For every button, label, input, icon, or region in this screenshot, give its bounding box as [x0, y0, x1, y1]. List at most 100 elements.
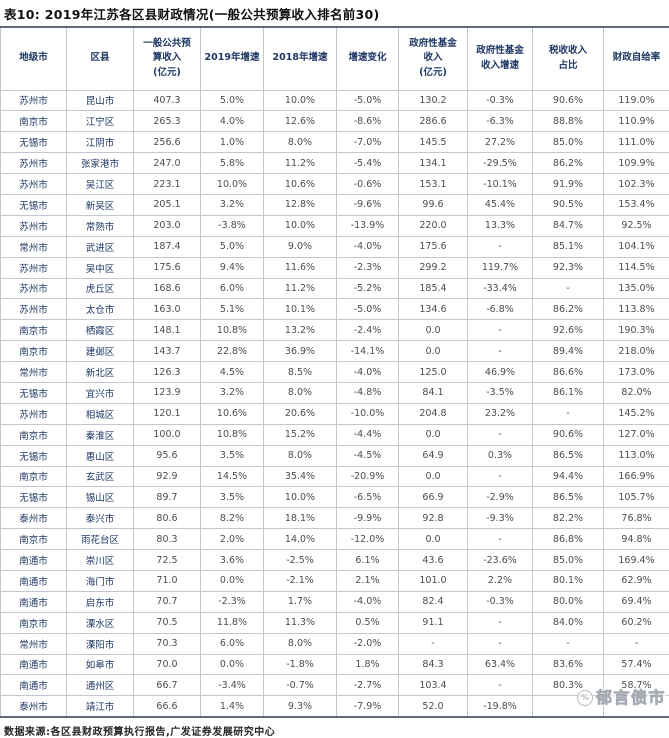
table-cell: 苏州市 — [1, 174, 67, 195]
table-cell: 3.6% — [201, 550, 264, 571]
table-cell: 72.5 — [134, 550, 201, 571]
table-cell: 5.0% — [201, 236, 264, 257]
table-cell: 185.4 — [399, 278, 468, 299]
table-cell: - — [399, 633, 468, 654]
table-cell: 126.3 — [134, 362, 201, 383]
table-cell: 66.6 — [134, 696, 201, 717]
table-header-cell: 2018年增速 — [264, 27, 337, 90]
table-cell: -4.5% — [337, 445, 399, 466]
table-cell: 123.9 — [134, 382, 201, 403]
table-cell: 1.4% — [201, 696, 264, 717]
table-cell: 无锡市 — [1, 382, 67, 403]
table-cell: -13.9% — [337, 215, 399, 236]
table-cell: -5.4% — [337, 153, 399, 174]
table-cell: 南通市 — [1, 570, 67, 591]
table-cell: 153.1 — [399, 174, 468, 195]
table-cell: -2.3% — [337, 257, 399, 278]
table-header-cell: 增速变化 — [337, 27, 399, 90]
table-cell: 45.4% — [468, 194, 533, 215]
table-cell: 张家港市 — [67, 153, 134, 174]
table-cell: -0.3% — [468, 591, 533, 612]
table-cell: 南通市 — [1, 591, 67, 612]
table-cell: -3.4% — [201, 675, 264, 696]
table-cell: 135.0% — [604, 278, 669, 299]
table-cell: 新吴区 — [67, 194, 134, 215]
table-cell: 134.6 — [399, 299, 468, 320]
table-cell: 秦淮区 — [67, 424, 134, 445]
table-header-cell: 一般公共预 算收入 (亿元) — [134, 27, 201, 90]
table-cell: -4.0% — [337, 362, 399, 383]
table-cell: -19.8% — [468, 696, 533, 717]
table-header-cell: 财政自给率 — [604, 27, 669, 90]
table-cell: - — [533, 403, 604, 424]
table-cell: -3.5% — [468, 382, 533, 403]
table-cell: 94.4% — [533, 466, 604, 487]
table-header-cell: 区县 — [67, 27, 134, 90]
table-cell: - — [468, 424, 533, 445]
table-cell: 168.6 — [134, 278, 201, 299]
table-cell: 70.7 — [134, 591, 201, 612]
table-cell: 10.1% — [264, 299, 337, 320]
table-cell: 299.2 — [399, 257, 468, 278]
table-cell: 无锡市 — [1, 194, 67, 215]
table-cell: 111.0% — [604, 132, 669, 153]
table-cell: 8.0% — [264, 382, 337, 403]
table-cell: 145.2% — [604, 403, 669, 424]
table-cell: -23.6% — [468, 550, 533, 571]
table-cell: 锡山区 — [67, 487, 134, 508]
table-cell: 57.4% — [604, 654, 669, 675]
table-cell: -6.8% — [468, 299, 533, 320]
table-cell: 5.1% — [201, 299, 264, 320]
table-cell: 95.6 — [134, 445, 201, 466]
table-cell: 143.7 — [134, 341, 201, 362]
table-cell: 10.6% — [264, 174, 337, 195]
table-cell: 100.0 — [134, 424, 201, 445]
table-cell: 102.3% — [604, 174, 669, 195]
table-cell: -0.7% — [264, 675, 337, 696]
table-cell: -33.4% — [468, 278, 533, 299]
table-cell: 187.4 — [134, 236, 201, 257]
table-cell: 武进区 — [67, 236, 134, 257]
table-cell: 119.0% — [604, 90, 669, 111]
table-cell: 6.1% — [337, 550, 399, 571]
table-cell: 南通市 — [1, 550, 67, 571]
table-cell: 新北区 — [67, 362, 134, 383]
table-cell: 4.5% — [201, 362, 264, 383]
table-cell: -8.6% — [337, 111, 399, 132]
table-cell: -12.0% — [337, 529, 399, 550]
table-cell: 91.1 — [399, 612, 468, 633]
table-cell: - — [533, 633, 604, 654]
table-cell: 3.5% — [201, 487, 264, 508]
table-cell: 0.0 — [399, 529, 468, 550]
table-cell: 130.2 — [399, 90, 468, 111]
table-cell: 92.9 — [134, 466, 201, 487]
table-cell: -6.3% — [468, 111, 533, 132]
table-cell: - — [468, 341, 533, 362]
table-cell: 20.6% — [264, 403, 337, 424]
table-cell — [533, 696, 604, 717]
table-cell: -2.9% — [468, 487, 533, 508]
table-cell: -2.3% — [201, 591, 264, 612]
table-cell: 66.9 — [399, 487, 468, 508]
table-cell: 宜兴市 — [67, 382, 134, 403]
table-cell: 86.2% — [533, 299, 604, 320]
table-cell: 84.0% — [533, 612, 604, 633]
table-cell: -4.4% — [337, 424, 399, 445]
table-cell: 127.0% — [604, 424, 669, 445]
table-cell: 91.9% — [533, 174, 604, 195]
table-cell: -0.6% — [337, 174, 399, 195]
table-cell: 27.2% — [468, 132, 533, 153]
table-cell: 113.8% — [604, 299, 669, 320]
table-cell: 0.0 — [399, 466, 468, 487]
table-cell: 63.4% — [468, 654, 533, 675]
table-cell: 89.7 — [134, 487, 201, 508]
table-cell: 247.0 — [134, 153, 201, 174]
